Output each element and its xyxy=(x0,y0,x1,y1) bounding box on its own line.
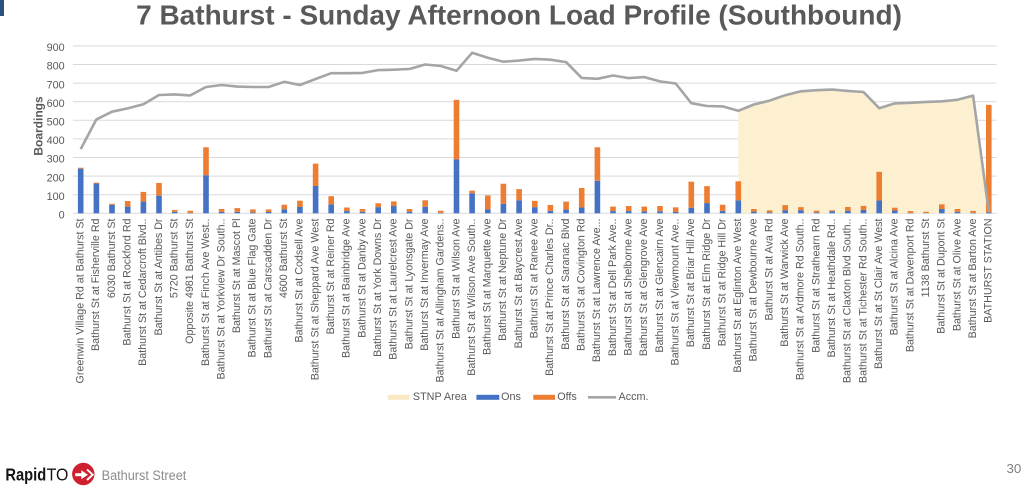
svg-text:Bathurst St at Shelborne Ave: Bathurst St at Shelborne Ave xyxy=(623,218,635,355)
svg-text:Bathurst St at Ridge Hill Dr: Bathurst St at Ridge Hill Dr xyxy=(716,218,728,346)
svg-text:Bathurst St at Mascot Pl: Bathurst St at Mascot Pl xyxy=(231,219,243,334)
svg-text:TO: TO xyxy=(47,465,69,485)
svg-text:STNP Area: STNP Area xyxy=(413,391,467,403)
svg-text:Bathurst St at Barton Ave: Bathurst St at Barton Ave xyxy=(967,218,979,338)
svg-text:6030 Bathurst St: 6030 Bathurst St xyxy=(106,218,118,298)
svg-text:Bathurst St at Blue Flag Gate: Bathurst St at Blue Flag Gate xyxy=(247,218,259,357)
svg-text:200: 200 xyxy=(47,172,65,184)
svg-text:Bathurst St at Alcina Ave: Bathurst St at Alcina Ave xyxy=(889,218,901,335)
svg-text:Bathurst St at Sheppard Ave We: Bathurst St at Sheppard Ave West xyxy=(309,218,321,380)
svg-text:Bathurst St at Rockford Rd: Bathurst St at Rockford Rd xyxy=(122,218,134,345)
svg-text:Bathurst St at Baycrest Ave: Bathurst St at Baycrest Ave xyxy=(513,218,525,348)
svg-text:Bathurst St at Cedarcroft Blvd: Bathurst St at Cedarcroft Blvd.. xyxy=(137,219,149,366)
svg-text:Bathurst St at Finch Ave West.: Bathurst St at Finch Ave West.. xyxy=(200,218,212,366)
svg-text:Bathurst St at Dewbourne Ave: Bathurst St at Dewbourne Ave xyxy=(748,218,760,361)
svg-text:Bathurst St at Antibes Dr: Bathurst St at Antibes Dr xyxy=(153,218,165,335)
svg-text:Bathurst St at Bainbridge Ave: Bathurst St at Bainbridge Ave xyxy=(341,218,353,357)
svg-text:Bathurst St at Dupont St: Bathurst St at Dupont St xyxy=(936,218,948,333)
svg-text:800: 800 xyxy=(47,61,65,73)
svg-text:Bathurst St at Olive Ave: Bathurst St at Olive Ave xyxy=(951,218,963,331)
svg-text:Greenwin Village Rd at Bathurs: Greenwin Village Rd at Bathurst St xyxy=(75,218,87,383)
svg-text:Bathurst St at Lyonsgate Dr: Bathurst St at Lyonsgate Dr xyxy=(403,218,415,349)
svg-text:Bathurst St at Viewmount Ave..: Bathurst St at Viewmount Ave.. xyxy=(670,219,682,366)
svg-text:Bathurst St at Ardmore Rd Sout: Bathurst St at Ardmore Rd South.. xyxy=(795,219,807,381)
svg-text:100: 100 xyxy=(47,191,65,203)
svg-text:700: 700 xyxy=(47,79,65,91)
svg-text:600: 600 xyxy=(47,98,65,110)
svg-text:Bathurst St at Dell Park Ave..: Bathurst St at Dell Park Ave.. xyxy=(607,219,619,357)
svg-text:Bathurst St at York Downs Dr: Bathurst St at York Downs Dr xyxy=(372,218,384,357)
svg-text:7 Bathurst - Sunday Afternoon: 7 Bathurst - Sunday Afternoon Load Profi… xyxy=(136,0,902,31)
svg-text:Bathurst St at Fisherville Rd: Bathurst St at Fisherville Rd xyxy=(90,218,102,351)
svg-text:Bathurst St at Saranac Blvd: Bathurst St at Saranac Blvd xyxy=(560,218,572,349)
svg-text:4600 Bathurst St: 4600 Bathurst St xyxy=(278,218,290,298)
svg-text:Bathurst St at Yorkview Dr Sou: Bathurst St at Yorkview Dr South.. xyxy=(215,219,227,380)
svg-text:Bathurst St at Briar Hill Ave: Bathurst St at Briar Hill Ave xyxy=(685,218,697,347)
svg-text:0: 0 xyxy=(59,210,65,222)
svg-text:Rapid: Rapid xyxy=(5,465,46,485)
svg-text:Bathurst St at Eglinton Ave We: Bathurst St at Eglinton Ave West xyxy=(732,218,744,372)
svg-text:Bathurst St at Ranee Ave: Bathurst St at Ranee Ave xyxy=(529,218,541,338)
svg-text:Bathurst St at Strathearn Rd: Bathurst St at Strathearn Rd xyxy=(810,218,822,352)
svg-text:30: 30 xyxy=(1007,461,1022,476)
svg-text:Ons: Ons xyxy=(501,391,521,403)
svg-text:Bathurst St at St Clair Ave We: Bathurst St at St Clair Ave West xyxy=(873,218,885,369)
svg-text:Boardings: Boardings xyxy=(32,96,46,156)
svg-text:Bathurst St at Heathdale Rd..: Bathurst St at Heathdale Rd.. xyxy=(826,219,838,358)
svg-text:Bathurst St at Wilson Ave: Bathurst St at Wilson Ave xyxy=(450,218,462,338)
svg-text:Bathurst St at Ava Rd: Bathurst St at Ava Rd xyxy=(763,218,775,320)
svg-text:5720 Bathurst St: 5720 Bathurst St xyxy=(169,218,181,298)
svg-text:900: 900 xyxy=(47,42,65,54)
svg-text:Bathurst St at Glencairn Ave: Bathurst St at Glencairn Ave xyxy=(654,218,666,352)
svg-text:Bathurst St at Prince Charles: Bathurst St at Prince Charles Dr.. xyxy=(544,219,556,376)
svg-text:Bathurst St at Marquette Ave: Bathurst St at Marquette Ave xyxy=(482,218,494,354)
svg-text:Bathurst St at Warwick Ave: Bathurst St at Warwick Ave xyxy=(779,218,791,346)
svg-text:Accm.: Accm. xyxy=(619,391,649,403)
svg-text:Bathurst St at Allingham Garde: Bathurst St at Allingham Gardens.. xyxy=(435,218,447,382)
svg-text:Bathurst St at Carscadden Dr: Bathurst St at Carscadden Dr xyxy=(262,218,274,358)
svg-text:Offs: Offs xyxy=(557,391,577,403)
svg-text:BATHURST STATION: BATHURST STATION xyxy=(983,219,995,323)
svg-text:Bathurst St at Wilson Ave Sout: Bathurst St at Wilson Ave South.. xyxy=(466,219,478,376)
svg-text:400: 400 xyxy=(47,135,65,147)
svg-text:Bathurst St at Neptune Dr: Bathurst St at Neptune Dr xyxy=(497,218,509,341)
svg-text:Bathurst St at Reiner Rd: Bathurst St at Reiner Rd xyxy=(325,218,337,334)
svg-text:Bathurst St at Glengrove Ave: Bathurst St at Glengrove Ave xyxy=(638,218,650,356)
svg-text:Opposite 4981 Bathurst St: Opposite 4981 Bathurst St xyxy=(184,218,196,343)
svg-text:Bathurst St at Covington Rd: Bathurst St at Covington Rd xyxy=(576,218,588,351)
svg-text:Bathurst St at Claxton Blvd So: Bathurst St at Claxton Blvd South.. xyxy=(842,219,854,384)
svg-text:300: 300 xyxy=(47,154,65,166)
svg-text:Bathurst St at Tichester Rd So: Bathurst St at Tichester Rd South.. xyxy=(857,219,869,384)
svg-text:Bathurst St at Invermay Ave: Bathurst St at Invermay Ave xyxy=(419,218,431,350)
svg-text:Bathurst St at Laurelcrest Ave: Bathurst St at Laurelcrest Ave xyxy=(388,218,400,359)
svg-text:1138 Bathurst St: 1138 Bathurst St xyxy=(920,218,932,297)
svg-text:Bathurst St at Elm Ridge Dr: Bathurst St at Elm Ridge Dr xyxy=(701,218,713,350)
svg-text:Bathurst St at Lawrence Ave...: Bathurst St at Lawrence Ave... xyxy=(591,219,603,363)
svg-text:Bathurst St at Danby Ave: Bathurst St at Danby Ave xyxy=(356,218,368,337)
svg-text:Bathurst St at Codsell Ave: Bathurst St at Codsell Ave xyxy=(294,218,306,342)
svg-text:Bathurst Street: Bathurst Street xyxy=(102,468,187,483)
svg-text:Bathurst St at Davenport Rd: Bathurst St at Davenport Rd xyxy=(904,218,916,352)
svg-text:500: 500 xyxy=(47,117,65,129)
